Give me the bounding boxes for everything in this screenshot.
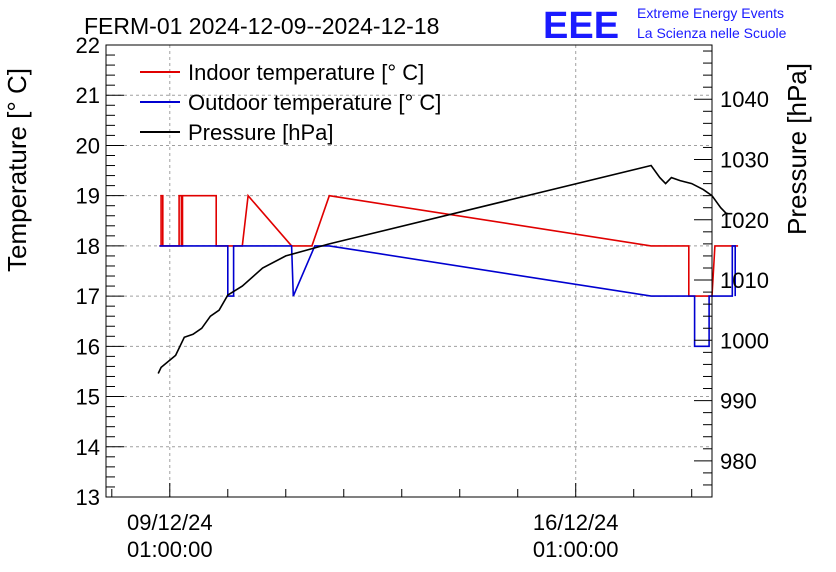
right-axis-tick-label: 1020 (720, 208, 769, 233)
eee-logo-mark: EEE (543, 5, 619, 47)
x-axis-tick-time: 01:00:00 (127, 537, 213, 562)
left-axis-label: Temperature [° C] (2, 68, 32, 272)
left-axis-tick-label: 18 (76, 234, 100, 259)
left-axis-tick-label: 17 (76, 284, 100, 309)
right-axis-tick-label: 1010 (720, 268, 769, 293)
series-line-2 (157, 164, 733, 374)
right-axis-tick-label: 990 (720, 389, 757, 414)
left-axis: 13 14 15 16 17 18 19 20 21 22 (76, 33, 124, 510)
right-axis-tick-label: 1030 (720, 148, 769, 173)
left-axis-tick-label: 13 (76, 485, 100, 510)
legend-label: Outdoor temperature [° C] (188, 90, 441, 115)
series-layer (157, 164, 739, 374)
x-axis-tick-date: 09/12/24 (127, 510, 213, 535)
left-axis-tick-label: 14 (76, 435, 100, 460)
right-axis: 980 990 1000 1010 1020 1030 1040 (694, 50, 769, 498)
grid-lines (106, 45, 712, 497)
left-axis-tick-label: 19 (76, 184, 100, 209)
left-axis-tick-label: 16 (76, 334, 100, 359)
series-line-1 (159, 245, 737, 348)
left-axis-tick-label: 22 (76, 33, 100, 58)
right-axis-tick-label: 980 (720, 449, 757, 474)
left-axis-tick-label: 15 (76, 385, 100, 410)
x-axis-tick-time: 01:00:00 (533, 537, 619, 562)
legend-label: Indoor temperature [° C] (188, 60, 424, 85)
x-axis-tick-date: 16/12/24 (533, 510, 619, 535)
left-axis-tick-label: 20 (76, 133, 100, 158)
right-axis-label: Pressure [hPa] (782, 63, 812, 235)
eee-logo-line2: La Scienza nelle Scuole (637, 25, 787, 41)
legend-label: Pressure [hPa] (188, 120, 334, 145)
plot-frame (105, 44, 713, 498)
left-axis-tick-label: 21 (76, 83, 100, 108)
eee-logo: EEE Extreme Energy Events La Scienza nel… (543, 5, 787, 47)
right-axis-tick-label: 1000 (720, 328, 769, 353)
series-line-0 (159, 193, 739, 297)
eee-logo-line1: Extreme Energy Events (637, 5, 784, 21)
legend: Indoor temperature [° C] Outdoor temperat… (140, 60, 441, 145)
right-axis-tick-label: 1040 (720, 87, 769, 112)
chart-title: FERM-01 2024-12-09--2024-12-18 (84, 13, 439, 39)
